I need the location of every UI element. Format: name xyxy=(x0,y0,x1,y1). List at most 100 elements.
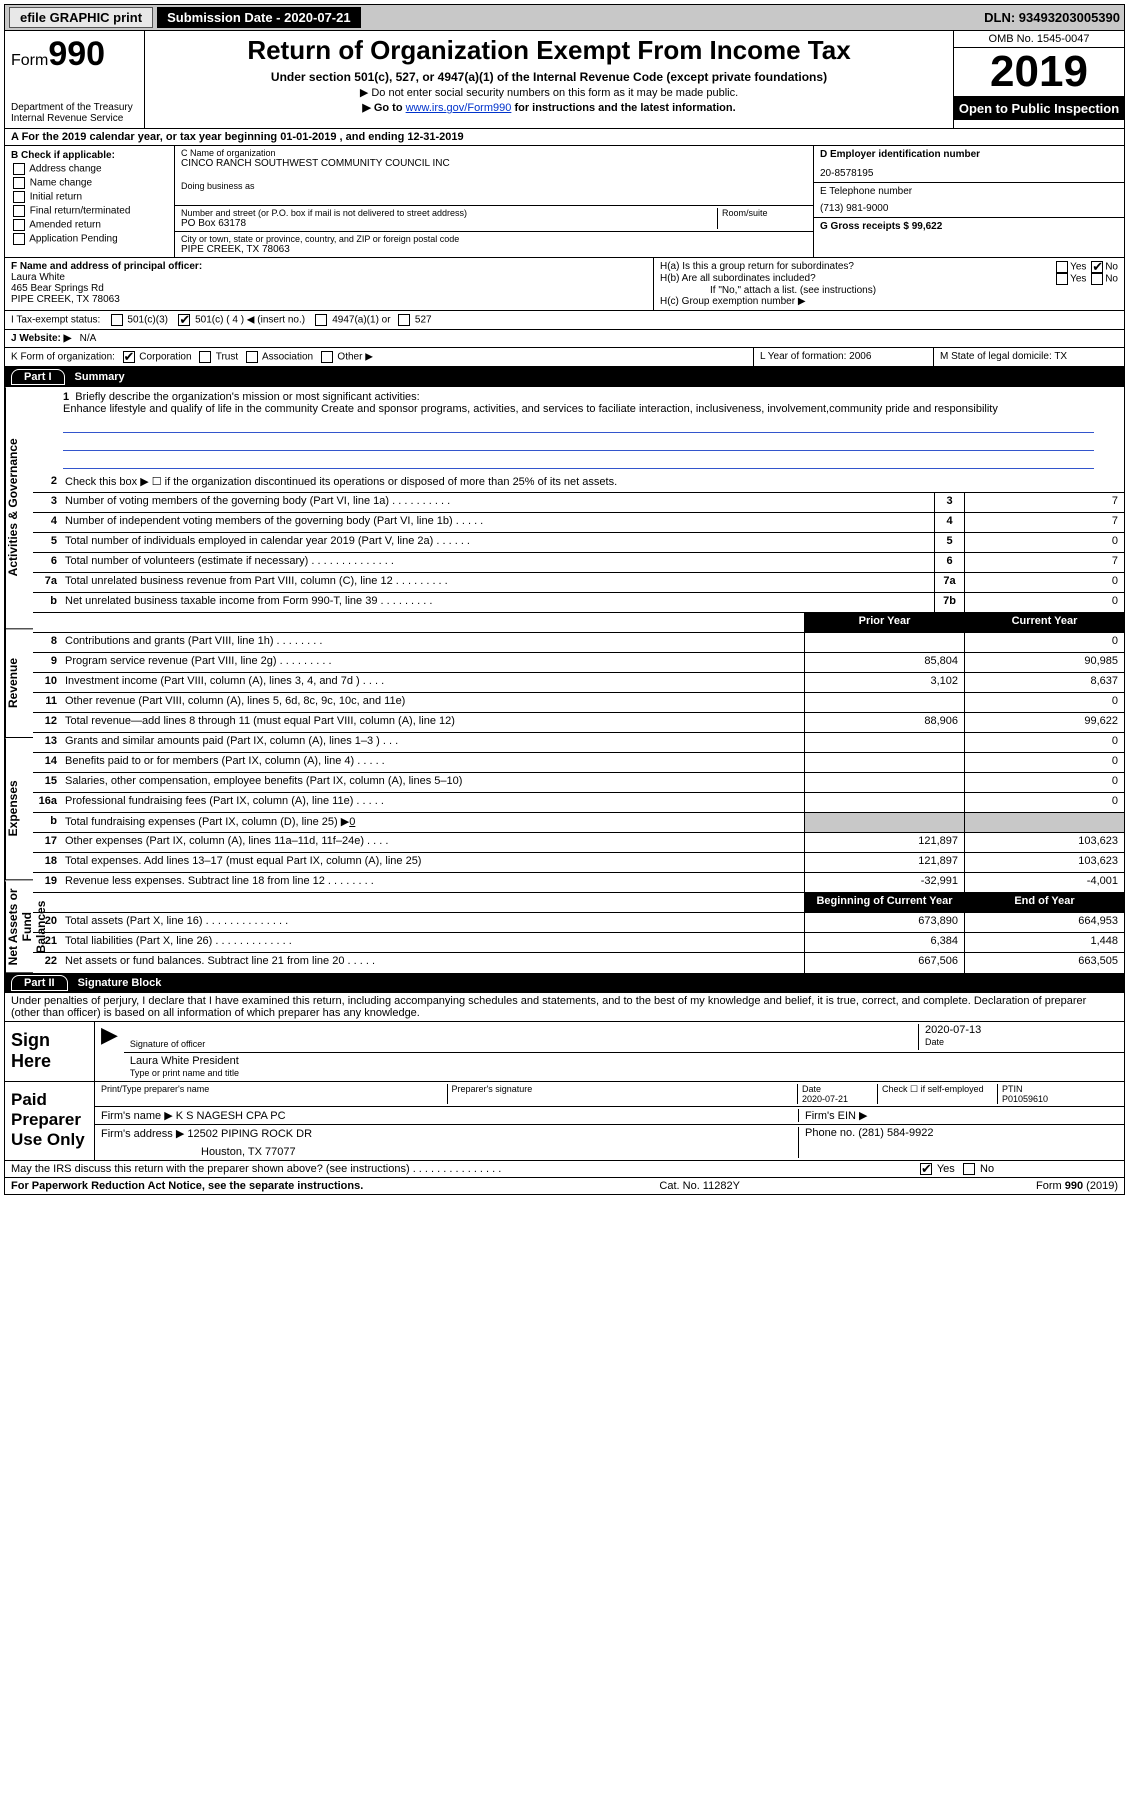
room-label: Room/suite xyxy=(722,208,807,218)
col-b-title: B Check if applicable: xyxy=(11,150,168,161)
state-domicile-cell: M State of legal domicile: TX xyxy=(934,348,1124,366)
side-revenue: Revenue xyxy=(5,629,33,738)
hb-label: H(b) Are all subordinates included? xyxy=(660,273,816,285)
ck-discuss-no[interactable] xyxy=(963,1163,975,1175)
summary-rows: 1 Briefly describe the organization's mi… xyxy=(33,387,1124,973)
signature-line: Signature of officer 2020-07-13Date xyxy=(124,1022,1124,1053)
irs-form990-link[interactable]: www.irs.gov/Form990 xyxy=(406,102,512,114)
line-16a: 16aProfessional fundraising fees (Part I… xyxy=(33,793,1124,813)
goto-suffix: for instructions and the latest informat… xyxy=(514,102,735,114)
mission-text: Enhance lifestyle and qualify of life in… xyxy=(63,403,1094,415)
sign-here-row: Sign Here ▶ Signature of officer 2020-07… xyxy=(5,1022,1124,1082)
ck-application-pending[interactable]: Application Pending xyxy=(11,233,168,245)
line-19: 19Revenue less expenses. Subtract line 1… xyxy=(33,873,1124,893)
ck-amended-return[interactable]: Amended return xyxy=(11,219,168,231)
form-title: Return of Organization Exempt From Incom… xyxy=(151,35,947,66)
k-label: K Form of organization: xyxy=(11,352,115,363)
form-org-cell: K Form of organization: Corporation Trus… xyxy=(5,348,754,366)
footer-right: Form 990 (2019) xyxy=(1036,1180,1118,1192)
side-net-assets: Net Assets or Fund Balances xyxy=(5,881,33,973)
ck-discuss-yes[interactable] xyxy=(920,1163,932,1175)
ein-value: 20-8578195 xyxy=(820,168,1118,179)
officer-name: Laura White xyxy=(11,272,647,283)
signature-block: Under penalties of perjury, I declare th… xyxy=(5,993,1124,1178)
form-number: Form990 xyxy=(11,35,138,74)
revenue-header: Prior Year Current Year xyxy=(33,613,1124,633)
firm-addr-line: Firm's address ▶ 12502 PIPING ROCK DRHou… xyxy=(95,1125,1124,1160)
ck-address-change[interactable]: Address change xyxy=(11,163,168,175)
mission-num: 1 xyxy=(63,391,69,403)
city-value: PIPE CREEK, TX 78063 xyxy=(181,244,807,255)
officer-addr1: 465 Bear Springs Rd xyxy=(11,283,647,294)
sign-body: Signature of officer 2020-07-13Date Laur… xyxy=(124,1022,1124,1081)
header-left: Form990 Department of the Treasury Inter… xyxy=(5,31,145,128)
ck-assoc[interactable] xyxy=(246,351,258,363)
paid-preparer-label: Paid Preparer Use Only xyxy=(5,1082,95,1160)
hc-label: H(c) Group exemption number ▶ xyxy=(660,296,1118,307)
part-ii-header: Part II Signature Block xyxy=(5,973,1124,993)
department-label: Department of the Treasury Internal Reve… xyxy=(11,102,138,124)
hb-answer: Yes No xyxy=(1054,273,1118,285)
h-section: H(a) Is this a group return for subordin… xyxy=(654,258,1124,310)
ck-initial-return[interactable]: Initial return xyxy=(11,191,168,203)
j-label: J Website: ▶ xyxy=(11,333,71,344)
org-name-label: C Name of organization xyxy=(181,148,807,158)
preparer-line1: Print/Type preparer's name Preparer's si… xyxy=(95,1082,1124,1107)
ck-4947[interactable] xyxy=(315,314,327,326)
line-20: 20Total assets (Part X, line 16) . . . .… xyxy=(33,913,1124,933)
ck-501c3[interactable] xyxy=(111,314,123,326)
side-expenses: Expenses xyxy=(5,738,33,880)
efile-print-button[interactable]: efile GRAPHIC print xyxy=(9,7,153,28)
form-word: Form xyxy=(11,52,48,69)
row-a-text: A For the 2019 calendar year, or tax yea… xyxy=(11,131,464,143)
ck-527[interactable] xyxy=(398,314,410,326)
line-15: 15Salaries, other compensation, employee… xyxy=(33,773,1124,793)
gross-receipts: G Gross receipts $ 99,622 xyxy=(820,221,942,232)
paid-preparer-row: Paid Preparer Use Only Print/Type prepar… xyxy=(5,1082,1124,1161)
column-d-e-g: D Employer identification number 20-8578… xyxy=(814,146,1124,257)
org-name-value: CINCO RANCH SOUTHWEST COMMUNITY COUNCIL … xyxy=(181,158,807,169)
line-7b: bNet unrelated business taxable income f… xyxy=(33,593,1124,613)
goto-prefix: Go to xyxy=(362,102,405,114)
ein-cell: D Employer identification number 20-8578… xyxy=(814,146,1124,183)
side-activities: Activities & Governance xyxy=(5,387,33,629)
ck-final-return[interactable]: Final return/terminated xyxy=(11,205,168,217)
line-9: 9Program service revenue (Part VIII, lin… xyxy=(33,653,1124,673)
ck-name-change[interactable]: Name change xyxy=(11,177,168,189)
ha-answer: Yes No xyxy=(1054,261,1118,273)
dln-label: DLN: 93493203005390 xyxy=(984,10,1120,25)
mission-label: Briefly describe the organization's miss… xyxy=(75,391,419,403)
top-bar: efile GRAPHIC print Submission Date - 20… xyxy=(5,5,1124,31)
form-990: 990 xyxy=(48,35,105,73)
line-14: 14Benefits paid to or for members (Part … xyxy=(33,753,1124,773)
org-name-cell: C Name of organization CINCO RANCH SOUTH… xyxy=(175,146,813,206)
part-i-title: Summary xyxy=(75,371,125,383)
ck-trust[interactable] xyxy=(199,351,211,363)
mission-rule xyxy=(63,435,1094,451)
line-18: 18Total expenses. Add lines 13–17 (must … xyxy=(33,853,1124,873)
open-public-badge: Open to Public Inspection xyxy=(954,97,1124,120)
ck-other[interactable] xyxy=(321,351,333,363)
mission-rule xyxy=(63,417,1094,433)
sign-arrow-icon: ▶ xyxy=(95,1022,124,1081)
line-8: 8Contributions and grants (Part VIII, li… xyxy=(33,633,1124,653)
line-21: 21Total liabilities (Part X, line 26) . … xyxy=(33,933,1124,953)
tax-status-cell: I Tax-exempt status: 501(c)(3) 501(c) ( … xyxy=(5,311,1124,329)
sign-here-label: Sign Here xyxy=(5,1022,95,1081)
line-10: 10Investment income (Part VIII, column (… xyxy=(33,673,1124,693)
part-i-header: Part I Summary xyxy=(5,367,1124,387)
line-6: 6Total number of volunteers (estimate if… xyxy=(33,553,1124,573)
footer-mid: Cat. No. 11282Y xyxy=(659,1180,740,1192)
ck-corp[interactable] xyxy=(123,351,135,363)
officer-addr2: PIPE CREEK, TX 78063 xyxy=(11,294,647,305)
line-22: 22Net assets or fund balances. Subtract … xyxy=(33,953,1124,973)
part-ii-title: Signature Block xyxy=(78,977,162,989)
header-row: Form990 Department of the Treasury Inter… xyxy=(5,31,1124,129)
header-middle: Return of Organization Exempt From Incom… xyxy=(145,31,954,128)
hb-note: If "No," attach a list. (see instruction… xyxy=(660,285,1118,296)
footer-left: For Paperwork Reduction Act Notice, see … xyxy=(11,1180,363,1192)
ck-501c[interactable] xyxy=(178,314,190,326)
part-ii-tab: Part II xyxy=(11,975,68,991)
row-f-h: F Name and address of principal officer:… xyxy=(5,258,1124,311)
footer: For Paperwork Reduction Act Notice, see … xyxy=(5,1178,1124,1194)
